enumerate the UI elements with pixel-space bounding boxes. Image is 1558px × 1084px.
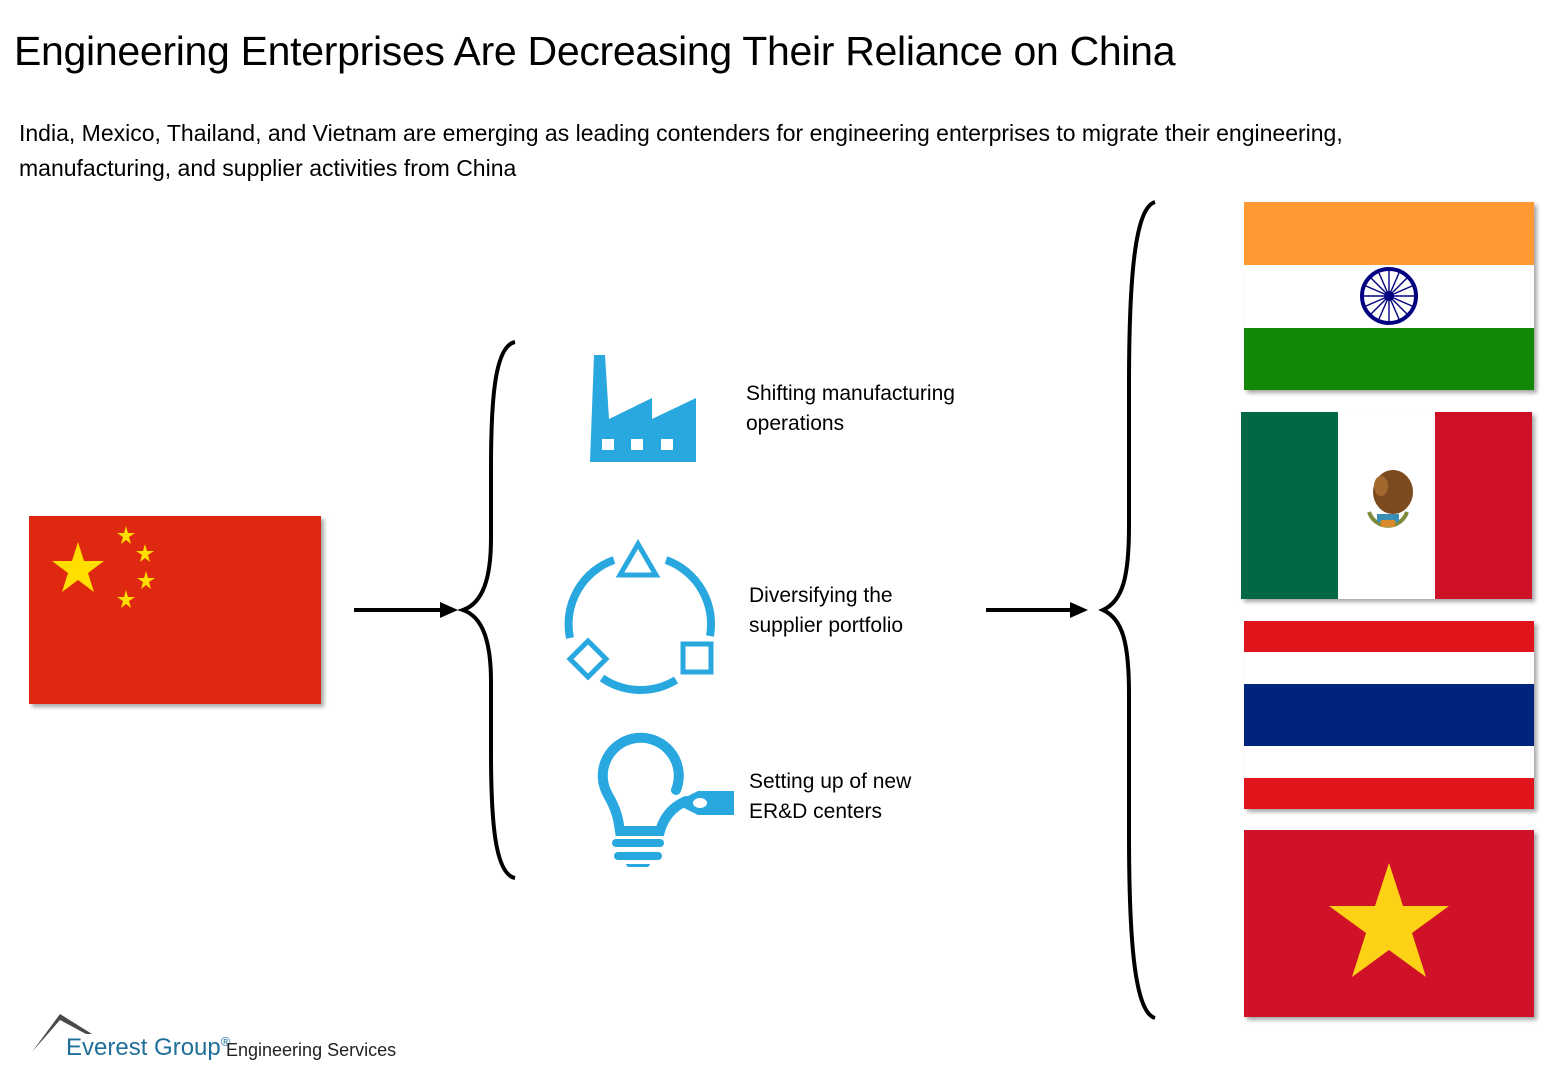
star-icon	[1329, 863, 1449, 977]
india-flag-icon	[1244, 202, 1534, 390]
star-icon	[117, 526, 135, 544]
page-title: Engineering Enterprises Are Decreasing T…	[14, 28, 1176, 74]
footer-service: Engineering Services	[226, 1040, 397, 1060]
left-brace-icon	[456, 340, 516, 880]
star-icon	[52, 542, 104, 592]
factory-icon	[590, 355, 696, 462]
action-label-supplier: Diversifying the supplier portfolio	[749, 584, 904, 637]
star-icon	[117, 590, 135, 608]
lightbulb-icon	[597, 732, 734, 867]
page-subtitle: India, Mexico, Thailand, and Vietnam are…	[19, 120, 1343, 181]
arrow-right-icon	[986, 602, 1088, 618]
right-brace-icon	[1098, 200, 1156, 1020]
action-label-manufacturing: Shifting manufacturing operations	[746, 382, 955, 435]
china-flag-icon	[29, 516, 321, 704]
supplier-cycle-icon	[564, 539, 716, 694]
mexico-flag-icon	[1241, 412, 1532, 599]
star-icon	[136, 544, 154, 562]
arrow-right-icon	[354, 602, 458, 618]
star-icon	[137, 571, 155, 589]
thailand-flag-icon	[1244, 621, 1534, 809]
vietnam-flag-icon	[1244, 830, 1534, 1017]
action-label-erd: Setting up of new ER&D centers	[749, 770, 912, 823]
footer-brand: Everest Group®	[66, 1034, 231, 1061]
